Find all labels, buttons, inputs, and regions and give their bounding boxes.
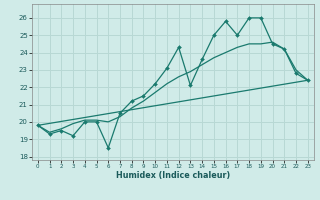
X-axis label: Humidex (Indice chaleur): Humidex (Indice chaleur) — [116, 171, 230, 180]
